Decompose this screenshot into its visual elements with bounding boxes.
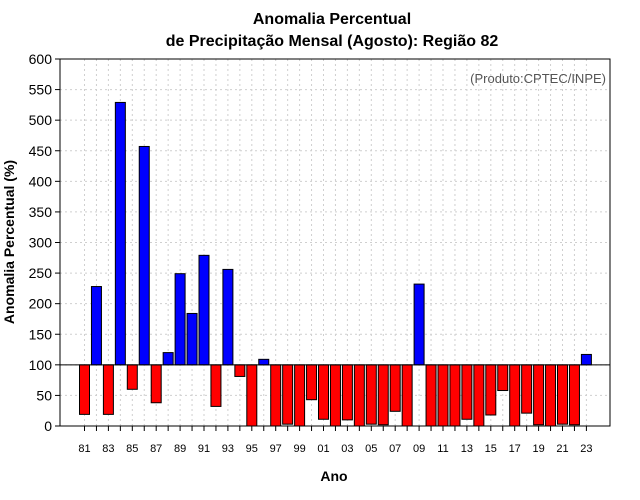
bar-13 [461,364,473,420]
x-tick-label: 23 [580,443,592,455]
x-tick-label: 07 [389,443,401,455]
bar-81 [79,364,90,415]
bar-04 [353,364,365,427]
y-tick-label: 250 [29,265,53,281]
x-tick-label: 21 [556,443,568,455]
bar-96 [258,358,270,366]
bar-18 [521,364,533,414]
y-tick-label: 50 [36,387,52,403]
bar-16 [497,364,509,392]
bar-02 [329,364,341,427]
bar-10 [425,364,437,427]
x-tick-label: 81 [78,443,90,455]
x-tick-label: 13 [461,443,473,455]
y-tick-label: 200 [29,296,53,312]
bar-82 [90,286,102,366]
x-tick-label: 91 [198,443,210,455]
bar-08 [401,364,413,427]
bar-12 [449,364,461,427]
bar-92 [210,364,222,407]
bar-11 [437,364,449,427]
x-tick-label: 87 [150,443,162,455]
x-tick-label: 93 [222,443,234,455]
bar-89 [174,273,186,366]
bar-85 [126,364,138,390]
bar-23 [580,353,592,366]
bar-95 [246,364,258,427]
bar-84 [114,101,126,366]
x-tick-label: 03 [341,443,353,455]
y-tick-label: 100 [29,357,53,373]
source-label: (Produto:CPTEC/INPE) [470,71,606,86]
bar-87 [150,364,162,404]
bar-88 [162,352,174,366]
bar-83 [102,364,114,415]
y-tick-label: 350 [29,204,53,220]
y-tick-label: 400 [29,173,53,189]
chart-title-line1: Anomalia Percentual [253,11,411,28]
x-tick-label: 01 [317,443,329,455]
bar-93 [222,268,234,366]
x-tick-label: 05 [365,443,377,455]
x-tick-label: 17 [509,443,521,455]
y-tick-label: 600 [29,51,53,67]
x-tick-label: 15 [485,443,497,455]
bar-05 [365,364,377,425]
x-tick-label: 19 [532,443,544,455]
bar-14 [473,364,485,427]
y-tick-label: 300 [29,235,53,251]
x-axis: 81 83 85 87 89 91 93 95 97 99 01 03 05 07 09 11 13 15 17 19… [78,426,593,455]
x-tick-label: 95 [246,443,258,455]
bar-22 [568,364,580,426]
y-axis: 0 50 100 150 200 250 300 350 400 450 500 550 600 [29,51,60,434]
y-tick-label: 500 [29,112,53,128]
y-tick-label: 0 [44,418,52,434]
y-tick-label: 150 [29,326,53,342]
x-tick-label: 97 [270,443,282,455]
y-tick-label: 450 [29,143,53,159]
bar-15 [485,364,497,416]
bar-91 [198,254,210,366]
bar-07 [389,364,401,412]
bar-94 [234,364,246,377]
x-tick-label: 83 [102,443,114,455]
bar-19 [533,364,545,426]
bar-03 [341,364,353,421]
chart-title-line2: de Precipitação Mensal (Agosto): Região … [166,33,499,50]
bar-90 [186,312,198,366]
x-tick-label: 89 [174,443,186,455]
bar-01 [318,364,329,420]
bar-09 [413,283,425,366]
bar-97 [270,364,282,427]
bars [79,101,592,427]
bar-06 [377,364,389,426]
bar-99 [294,364,306,427]
x-tick-label: 09 [413,443,425,455]
y-tick-label: 550 [29,82,53,98]
y-axis-label: Anomalia Percentual (%) [1,160,17,324]
bar-17 [509,364,521,427]
x-tick-label: 11 [437,443,448,455]
bar-98 [282,364,294,425]
bar-86 [138,145,150,366]
bar-21 [557,364,568,425]
bar-00 [306,364,318,401]
x-axis-label: Ano [320,468,347,484]
x-tick-label: 85 [126,443,138,455]
bar-20 [545,364,557,427]
x-tick-label: 99 [293,443,305,455]
